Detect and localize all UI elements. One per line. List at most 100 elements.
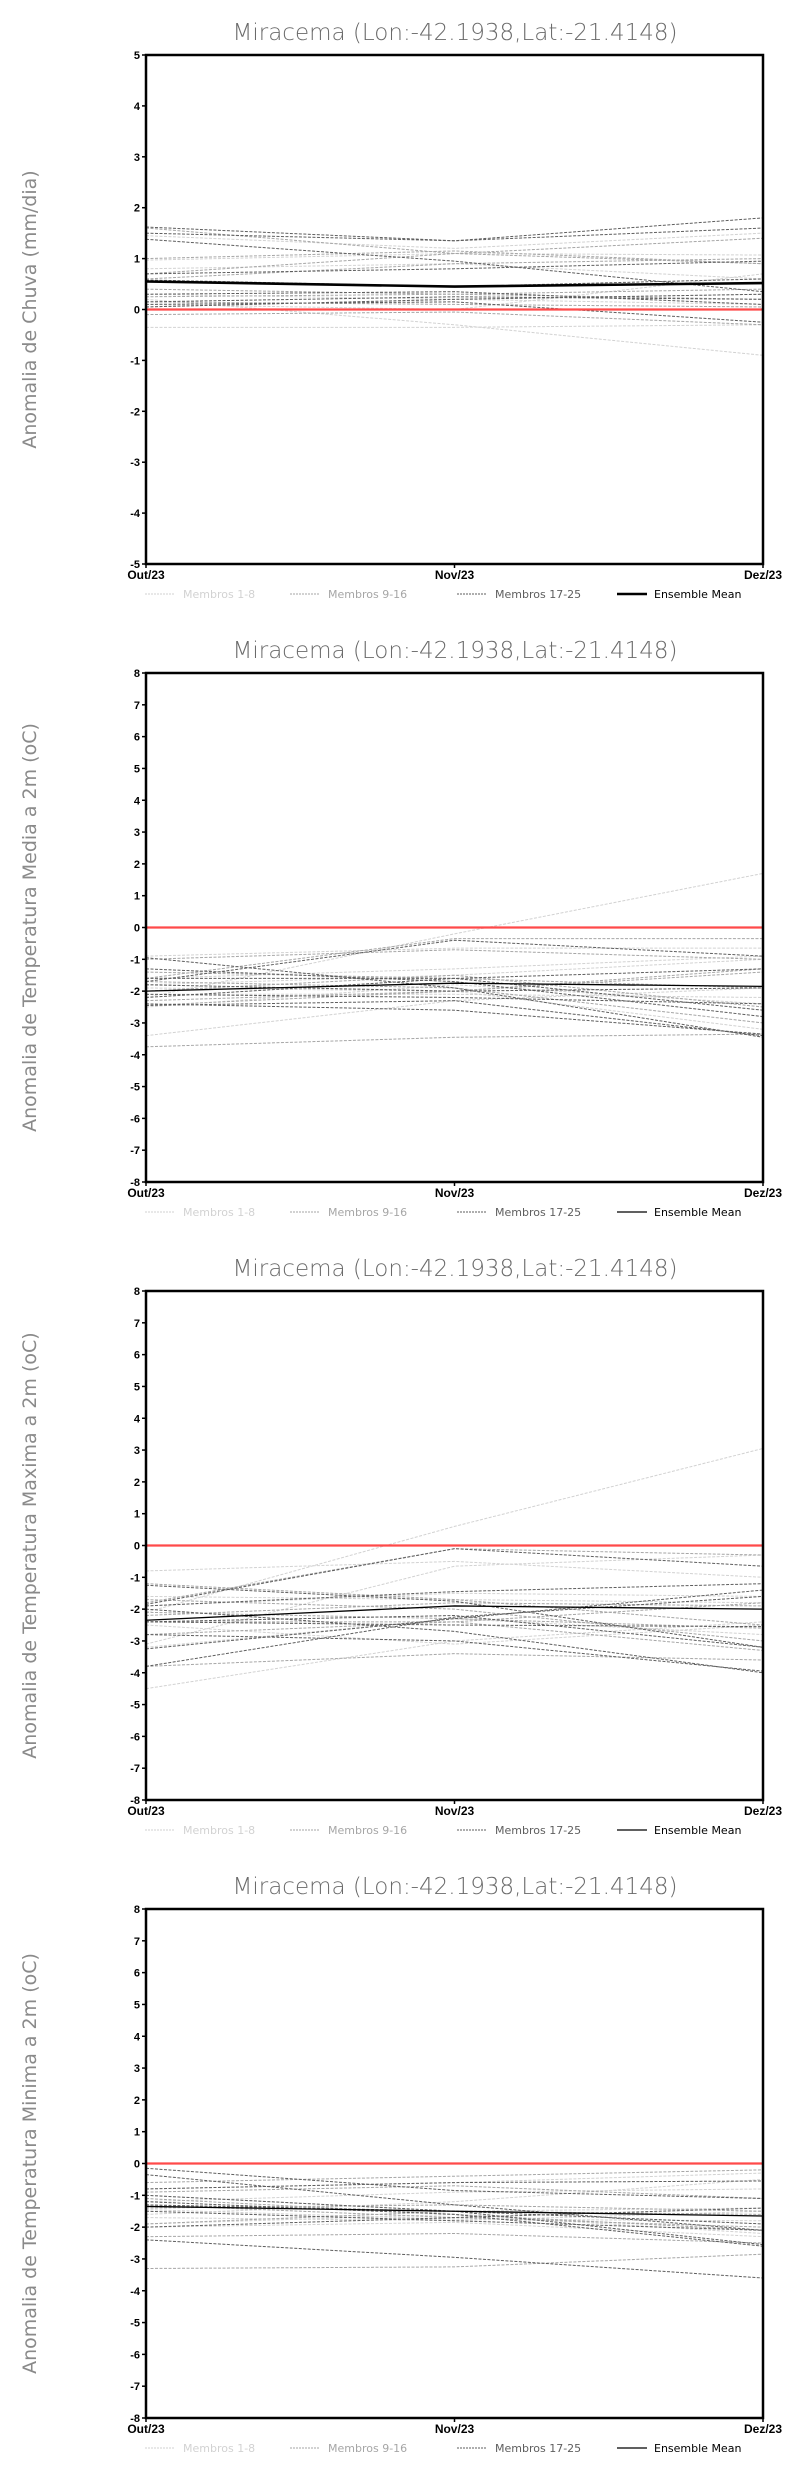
member-line [145, 1602, 764, 1616]
member-line [145, 2253, 764, 2269]
member-line [145, 2188, 764, 2203]
legend-label: Membros 17-25 [495, 1824, 581, 1837]
member-line [145, 263, 764, 280]
y-tick-label: -3 [130, 1018, 140, 1030]
member-line [146, 324, 764, 328]
y-tick-label: -6 [130, 1113, 140, 1125]
y-tick-label: -7 [130, 2381, 140, 2393]
y-tick-label: 3 [134, 1445, 140, 1457]
y-tick-label: -1 [130, 954, 140, 966]
y-tick-label: 3 [134, 152, 140, 164]
legend-label: Membros 1-8 [183, 2442, 255, 2455]
y-tick-label: 8 [134, 668, 140, 680]
legend-label: Ensemble Mean [654, 1824, 741, 1837]
legend-label: Membros 17-25 [495, 1206, 581, 1219]
y-tick-label: 0 [134, 923, 140, 935]
member-line [145, 1634, 764, 1672]
x-tick-label: Dez/23 [744, 568, 782, 582]
ensemble-mean-line [145, 2205, 764, 2217]
y-tick-label: 1 [134, 1509, 140, 1521]
y-tick-label: -4 [130, 2286, 141, 2298]
member-line [145, 1548, 764, 1605]
y-tick-label: 6 [134, 1350, 140, 1362]
x-tick-label: Dez/23 [744, 2422, 782, 2436]
member-line [145, 947, 763, 957]
member-line [145, 1560, 764, 1578]
member-line [145, 957, 764, 1038]
y-tick-label: -1 [130, 1572, 140, 1584]
y-tick-label: 2 [134, 203, 140, 215]
legend-label: Membros 17-25 [495, 2442, 581, 2455]
x-tick-label: Out/23 [127, 568, 165, 582]
y-tick-label: 1 [134, 254, 140, 266]
chart-title: Miracema (Lon:-42.1938,Lat:-21.4148) [233, 20, 678, 46]
member-line [145, 938, 763, 979]
y-tick-label: -1 [130, 355, 140, 367]
member-line [145, 1447, 764, 1613]
y-tick-label: 2 [134, 859, 140, 871]
y-tick-label: -7 [130, 1145, 140, 1157]
member-line [145, 2210, 764, 2231]
member-line [145, 968, 764, 1018]
y-tick-label: -2 [130, 2222, 140, 2234]
member-line [145, 301, 764, 308]
chart-title: Miracema (Lon:-42.1938,Lat:-21.4148) [233, 1874, 678, 1900]
member-line [145, 217, 764, 242]
legend-label: Membros 1-8 [183, 1206, 255, 1219]
y-tick-label: -2 [130, 1604, 140, 1616]
member-line [145, 1611, 764, 1629]
legend-label: Membros 17-25 [495, 588, 581, 601]
member-line [145, 227, 764, 255]
y-tick-label: 3 [134, 827, 140, 839]
y-tick-label: 0 [134, 305, 140, 317]
y-tick-label: -6 [130, 2349, 140, 2361]
y-tick-label: 2 [134, 1477, 140, 1489]
member-line [145, 250, 764, 265]
y-tick-label: -3 [130, 1636, 140, 1648]
member-line [145, 1003, 764, 1035]
member-line [145, 1599, 764, 1642]
y-tick-label: -2 [130, 406, 140, 418]
y-tick-label: -3 [130, 457, 140, 469]
x-tick-label: Nov/23 [435, 2422, 475, 2436]
member-line [145, 232, 764, 249]
y-tick-label: -5 [130, 1700, 140, 1712]
member-line [146, 1621, 764, 1651]
member-line [145, 993, 764, 1005]
y-axis-label: Anomalia de Temperatura Maxima a 2m (oC) [19, 1332, 41, 1758]
member-line [145, 2169, 764, 2184]
legend-label: Membros 9-16 [328, 1824, 407, 1837]
chart-title: Miracema (Lon:-42.1938,Lat:-21.4148) [233, 638, 678, 664]
y-tick-label: -6 [130, 1731, 140, 1743]
member-line [145, 1584, 764, 1648]
y-tick-label: 8 [134, 1904, 140, 1916]
member-line [145, 1000, 764, 1037]
y-tick-label: 4 [134, 795, 141, 807]
y-tick-label: 8 [134, 1286, 140, 1298]
member-line [145, 253, 764, 275]
y-tick-label: -4 [130, 1050, 141, 1062]
y-tick-label: 3 [134, 2063, 140, 2075]
member-line [145, 311, 764, 326]
chart-panel: Miracema (Lon:-42.1938,Lat:-21.4148) Anom… [19, 20, 782, 601]
member-line [145, 2167, 764, 2199]
y-tick-label: 4 [134, 101, 141, 113]
member-line [145, 1592, 764, 1607]
member-line [145, 872, 764, 998]
chart-panel: Miracema (Lon:-42.1938,Lat:-21.4148) Anom… [19, 1256, 782, 1837]
legend-label: Ensemble Mean [654, 1206, 741, 1219]
legend-label: Ensemble Mean [654, 2442, 741, 2455]
member-line [145, 1624, 764, 1645]
x-tick-label: Out/23 [127, 1804, 165, 1818]
chart-panel: Miracema (Lon:-42.1938,Lat:-21.4148) Anom… [19, 1874, 782, 2455]
y-tick-label: 7 [134, 1318, 140, 1330]
member-line [145, 977, 764, 1011]
member-line [145, 2239, 764, 2279]
member-line [145, 939, 764, 983]
x-tick-label: Nov/23 [435, 1804, 475, 1818]
y-tick-label: 7 [134, 1936, 140, 1948]
member-line [145, 1548, 764, 1604]
member-line [145, 984, 764, 992]
member-line [145, 1621, 764, 1628]
